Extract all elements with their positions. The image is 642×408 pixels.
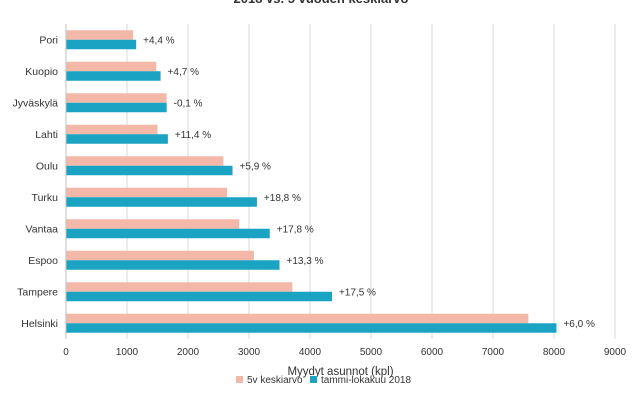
bar-5v-keskiarvo [66,187,228,198]
x-axis-title: Myydyt asunnot (kpl) [287,366,393,378]
x-tick-label: 3000 [238,347,261,358]
bar-5v-keskiarvo [66,61,157,72]
x-tick-label: 7000 [482,347,505,358]
bar-tammi-lokakuu-2018 [66,323,557,333]
bar-tammi-lokakuu-2018 [66,197,257,207]
y-category-label: Turku [32,192,59,204]
bar-tammi-lokakuu-2018 [66,39,137,50]
bar-5v-keskiarvo [66,282,293,292]
y-category-label: Jyväskylä [12,97,58,109]
change-data-label: +5,9 % [240,161,272,172]
bar-5v-keskiarvo [66,313,529,324]
bar-tammi-lokakuu-2018 [66,291,332,302]
change-data-label: +17,8 % [277,224,314,235]
y-category-label: Pori [39,34,58,46]
x-tick-label: 8000 [543,347,566,358]
change-data-label: -0,1 % [174,98,203,109]
change-data-label: +4,7 % [168,67,200,78]
y-category-label: Helsinki [21,318,58,330]
legend-swatch-5v-keskiarvo [236,376,243,383]
y-category-label: Vantaa [26,223,59,235]
change-data-label: +11,4 % [175,130,211,141]
legend-label-5v-keskiarvo: 5v keskiarvo [247,375,303,386]
x-tick-label: 2000 [177,347,200,358]
bar-tammi-lokakuu-2018 [66,228,270,239]
bar-5v-keskiarvo [66,219,240,229]
bar-5v-keskiarvo [66,250,254,261]
x-tick-label: 6000 [421,347,444,358]
bar-tammi-lokakuu-2018 [66,134,168,144]
y-category-label: Oulu [36,160,58,172]
legend-swatch-tammi-lokakuu-2018 [310,376,317,383]
bar-tammi-lokakuu-2018 [66,102,167,113]
x-tick-label: 1000 [116,347,139,358]
change-data-label: +13,3 % [287,256,324,267]
chart-title: 2018 vs. 5 vuoden keskiarvo [234,0,409,6]
x-tick-label: 5000 [360,347,383,358]
y-category-label: Kuopio [25,66,58,78]
bar-5v-keskiarvo [66,30,134,40]
change-data-label: +4,4 % [143,35,175,46]
change-data-label: +17,5 % [339,287,376,298]
legend-label-tammi-lokakuu-2018: tammi-lokakuu 2018 [321,375,411,386]
bar-tammi-lokakuu-2018 [66,71,161,81]
y-category-label: Tampere [17,286,58,298]
y-category-label: Lahti [35,129,58,141]
bar-5v-keskiarvo [66,156,224,166]
x-tick-label: 4000 [299,347,322,358]
bar-tammi-lokakuu-2018 [66,260,280,270]
bar-tammi-lokakuu-2018 [66,165,233,176]
x-tick-label: 9000 [604,347,627,358]
bar-5v-keskiarvo [66,93,167,103]
bar-5v-keskiarvo [66,124,158,135]
x-tick-label: 0 [63,347,69,358]
y-category-label: Espoo [28,255,58,267]
change-data-label: +6,0 % [563,319,595,330]
change-data-label: +18,8 % [264,193,301,204]
